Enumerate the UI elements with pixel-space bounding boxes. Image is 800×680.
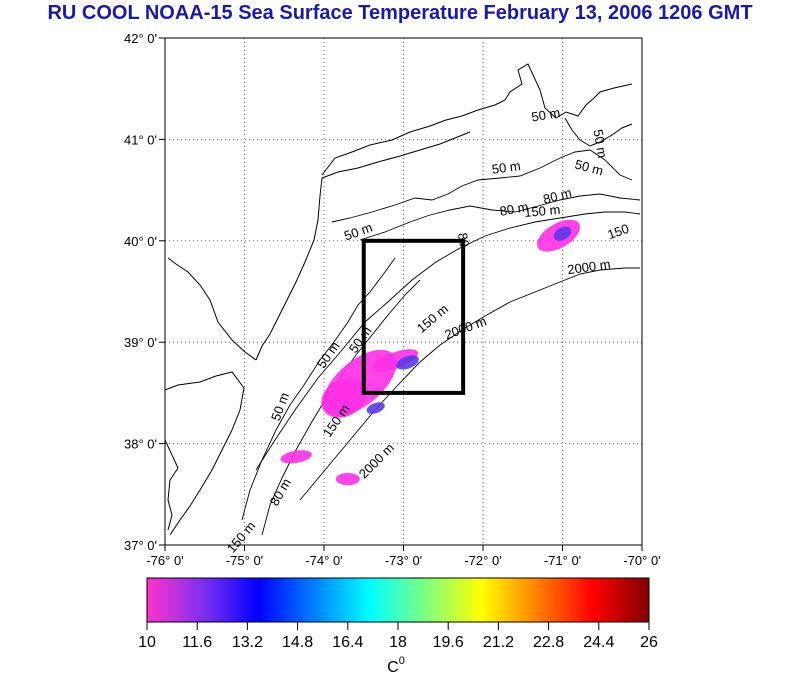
colorbar-tick-label: 11.6 — [182, 634, 212, 651]
coastline-long-island-south — [321, 131, 471, 179]
lon-tick-label: -75° 0' — [226, 553, 263, 568]
sst-patch — [335, 473, 360, 486]
lat-tick-label: 39° 0' — [124, 335, 157, 350]
contour-label: 50 m — [590, 128, 610, 159]
colorbar-tick-label: 22.8 — [533, 634, 564, 651]
lon-tick-label: -72° 0' — [464, 553, 501, 568]
lon-tick-label: -71° 0' — [544, 553, 581, 568]
contour-50m-north — [331, 149, 633, 223]
lon-tick-label: -76° 0' — [146, 553, 183, 568]
sst-patch — [366, 402, 385, 414]
lat-tick-label: 37° 0' — [124, 538, 157, 553]
colorbar-tick-label: 10 — [138, 634, 156, 651]
map-axes: -76° 0' -75° 0' -74° 0' -73° 0' -72° 0' -71° … — [124, 31, 661, 568]
colorbar-tick-label: 24.4 — [583, 634, 614, 651]
contour-label: 150 m — [524, 202, 561, 220]
contour-80m-north — [359, 193, 641, 241]
contour-label: 50 m — [491, 158, 522, 177]
colorbar-tick-label: 16.4 — [332, 634, 363, 651]
contour-2000m — [299, 267, 640, 501]
coastline-cape-cod — [564, 117, 633, 147]
study-area-box — [361, 238, 466, 395]
sst-patch — [396, 355, 419, 370]
lat-tick-label: 40° 0' — [124, 234, 157, 249]
lat-tick-label: 42° 0' — [124, 31, 157, 46]
colorbar-tick-label: 14.8 — [282, 634, 313, 651]
coastline-delmarva — [164, 371, 245, 536]
colorbar-tick-label: 13.2 — [232, 634, 263, 651]
colorbar-tick-label: 26 — [640, 634, 658, 651]
sst-patch — [321, 378, 367, 418]
contour-label: 80 m — [498, 199, 529, 219]
contour-150m — [255, 211, 641, 471]
chart-title: RU COOL NOAA-15 Sea Surface Temperature … — [47, 2, 753, 24]
contour-label: 50 m — [530, 105, 561, 125]
bathymetry-contours — [241, 149, 641, 536]
colorbar — [146, 577, 650, 623]
sst-patches — [280, 219, 581, 486]
coastline-delaware-bay — [167, 257, 257, 361]
lon-tick-label: -74° 0' — [305, 553, 342, 568]
coastline-new-jersey — [255, 177, 323, 361]
lat-tick-label: 38° 0' — [124, 437, 157, 452]
sst-patch — [553, 226, 572, 241]
colorbar-tick-label: 18 — [389, 634, 407, 651]
colorbar-tick-label: 21.2 — [483, 634, 514, 651]
sst-patch — [280, 450, 312, 464]
coastline-long-island — [321, 63, 633, 176]
colorbar-unit: C0 — [387, 655, 405, 676]
contour-50m-south — [241, 257, 396, 521]
colorbar-ticks: 10 11.6 13.2 14.8 16.4 18 19.6 21.2 22.8 24.4 26 — [138, 622, 658, 651]
lon-tick-label: -70° 0' — [623, 553, 660, 568]
lon-tick-label: -73° 0' — [385, 553, 422, 568]
contour-label: 2000 m — [566, 256, 611, 277]
lat-tick-label: 41° 0' — [124, 132, 157, 147]
contour-label: 80 m — [541, 185, 573, 207]
colorbar-tick-label: 19.6 — [433, 634, 464, 651]
contour-label: 50 m — [573, 157, 605, 179]
contour-label: 150 — [605, 221, 631, 243]
contour-label: 80 — [455, 232, 472, 249]
coastline-chesapeake — [164, 439, 179, 531]
sst-patch — [372, 349, 419, 372]
coastline — [164, 63, 633, 536]
